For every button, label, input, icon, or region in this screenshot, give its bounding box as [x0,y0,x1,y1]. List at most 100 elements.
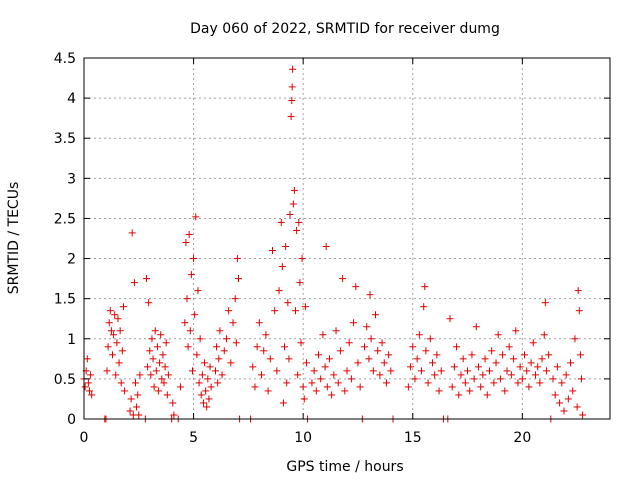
data-point [323,383,331,391]
data-point [181,319,189,327]
data-point [490,379,498,387]
plot-frame [83,57,611,420]
data-point [268,247,276,255]
data-point [153,343,161,351]
data-point [81,383,89,391]
data-point [367,335,375,343]
data-point [283,379,291,387]
data-point [194,287,202,295]
data-point [203,403,211,411]
data-point [376,371,384,379]
data-point [289,200,297,208]
data-point [575,307,583,315]
data-point [157,331,165,339]
data-point [468,351,476,359]
data-point [275,287,283,295]
data-point [262,331,270,339]
data-point [380,359,388,367]
data-point [188,367,196,375]
data-point [387,367,395,375]
data-point [464,367,472,375]
data-point [149,355,157,363]
data-point [492,359,500,367]
y-tick-label: 3 [67,171,76,187]
data-point [160,379,168,387]
data-point [121,387,129,395]
data-point [279,399,287,407]
data-point [273,367,281,375]
data-point [325,355,333,363]
data-point [84,379,92,387]
data-point [207,383,215,391]
data-point [288,97,296,105]
data-point [321,363,329,371]
data-point [366,291,374,299]
data-point [151,327,159,335]
data-point [361,343,369,351]
x-tick-label: 5 [189,430,198,446]
data-point [426,335,434,343]
data-point [105,319,113,327]
data-point [146,347,154,355]
data-point [282,243,290,251]
data-point [428,359,436,367]
data-point [196,335,204,343]
data-point [569,387,577,395]
data-point [145,299,153,307]
data-point [328,391,336,399]
data-point [158,375,166,383]
data-point [288,83,296,91]
data-point [319,331,327,339]
data-point [225,307,233,315]
data-point [213,343,221,351]
data-point [571,335,579,343]
y-tick-label: 4.5 [54,51,76,67]
data-point [169,399,177,407]
data-point [182,239,190,247]
data-point [255,319,263,327]
data-point [162,339,170,347]
data-point [448,383,456,391]
data-point [216,327,224,335]
data-point [424,379,432,387]
y-tick-label: 2.5 [54,211,76,227]
data-point [512,327,520,335]
data-point [249,363,257,371]
data-point [195,379,203,387]
data-point [475,363,482,371]
data-point [185,230,193,238]
data-point [558,379,566,387]
data-point [529,339,537,347]
data-point [371,311,379,319]
data-point [341,387,349,395]
data-point [212,367,219,375]
data-point [455,391,463,399]
data-point [483,391,491,399]
data-point [134,391,142,399]
data-point [433,351,441,359]
data-point [312,387,320,395]
data-point [556,399,564,407]
data-point [117,379,125,387]
data-point [191,311,199,319]
data-point [197,391,205,399]
data-point [567,359,575,367]
data-point [285,355,293,363]
grid-layer [84,58,610,419]
data-point [199,399,207,407]
data-point [111,311,119,319]
data-point [322,243,330,251]
data-point [289,65,297,73]
data-point [278,263,286,271]
data-point [523,367,531,375]
data-point [215,355,223,363]
data-point [503,367,511,375]
data-point [315,351,323,359]
data-point [579,411,587,419]
data-point [545,351,553,359]
data-point [352,283,360,291]
data-point [204,375,212,383]
data-point [562,371,570,379]
data-point [330,371,338,379]
